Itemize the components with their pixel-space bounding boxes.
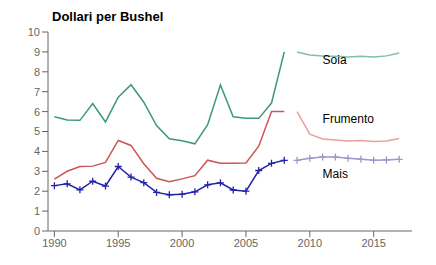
svg-text:1: 1 [34,205,40,217]
svg-text:3: 3 [34,165,40,177]
svg-text:2000: 2000 [170,237,194,249]
svg-text:1990: 1990 [42,237,66,249]
svg-text:Soia: Soia [323,53,347,67]
svg-text:1995: 1995 [106,237,130,249]
svg-text:2015: 2015 [361,237,385,249]
svg-text:Frumento: Frumento [323,112,375,126]
svg-text:0: 0 [34,225,40,237]
svg-text:Mais: Mais [323,167,348,181]
svg-text:4: 4 [34,145,40,157]
svg-text:2010: 2010 [298,237,322,249]
svg-text:9: 9 [34,46,40,58]
svg-text:5: 5 [34,125,40,137]
svg-text:10: 10 [28,26,40,38]
svg-text:8: 8 [34,66,40,78]
svg-text:2: 2 [34,185,40,197]
html-text:Dollari per Bushel: Dollari per Bushel [52,9,164,24]
svg-text:6: 6 [34,106,40,118]
svg-text:2005: 2005 [234,237,258,249]
svg-text:7: 7 [34,86,40,98]
